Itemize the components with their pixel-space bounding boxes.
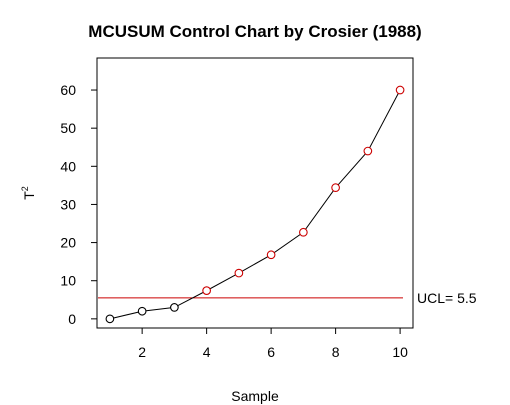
data-point (395, 85, 405, 95)
x-tick-label: 6 (267, 344, 275, 360)
data-point (266, 250, 276, 260)
ucl-label: UCL= 5.5 (417, 290, 477, 306)
data-point (202, 286, 211, 295)
series-line (109, 89, 401, 320)
y-tick-label: 40 (60, 158, 76, 174)
chart-title: MCUSUM Control Chart by Crosier (1988) (88, 22, 421, 41)
data-points (105, 85, 405, 324)
y-axis-label-superscript: 2 (20, 186, 30, 191)
data-point (137, 306, 147, 316)
data-point (299, 227, 308, 237)
x-tick-label: 8 (332, 344, 340, 360)
x-tick-label: 4 (203, 344, 211, 360)
y-axis-label: T2 (20, 186, 37, 200)
x-axis: 2 4 6 8 10 (138, 328, 408, 360)
data-point (363, 146, 373, 156)
y-tick-label: 10 (60, 273, 76, 289)
y-tick-label: 0 (68, 311, 76, 327)
y-tick-label: 30 (60, 196, 76, 212)
y-tick-label: 60 (60, 82, 76, 98)
y-tick-label: 20 (60, 235, 76, 251)
data-point (234, 268, 244, 278)
data-point (170, 303, 179, 312)
plot-area (98, 85, 405, 324)
x-tick-label: 10 (392, 344, 408, 360)
x-axis-label: Sample (231, 388, 279, 404)
plot-frame (96, 57, 414, 329)
y-axis: 0 10 20 30 40 50 60 (60, 82, 97, 327)
y-tick-label: 50 (60, 120, 76, 136)
data-point (331, 183, 340, 193)
y-axis-label-base: T (21, 191, 37, 200)
data-point (105, 314, 115, 324)
x-tick-label: 2 (138, 344, 146, 360)
